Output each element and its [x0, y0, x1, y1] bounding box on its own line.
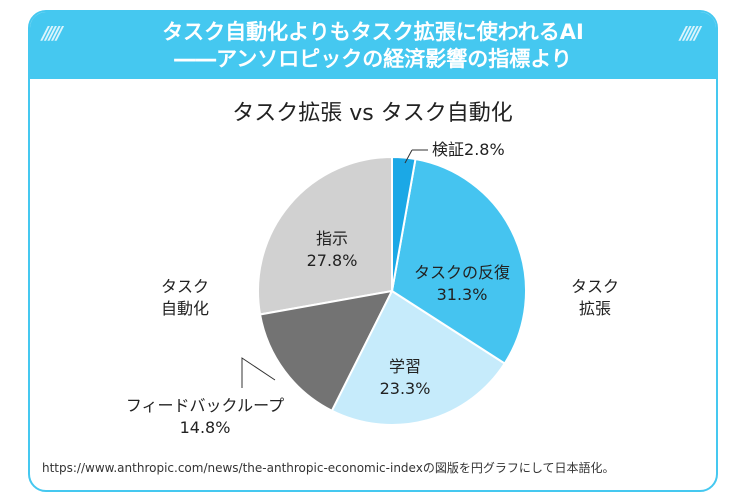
pie-slice-2: [330, 289, 507, 426]
source-note: https://www.anthropic.com/news/the-anthr…: [42, 461, 615, 475]
slash-decoration-right: /////: [680, 23, 701, 44]
pie-slice-0: [391, 155, 417, 292]
pie-slice-1: [390, 157, 527, 365]
slice-label-verification: 検証2.8%: [432, 140, 505, 159]
slice-label-instruction: 指示 27.8%: [306, 229, 358, 270]
leader-line-verification: [404, 149, 413, 164]
group-label-augmentation: タスク 拡張: [570, 277, 619, 318]
slice-label-feedback: フィードバックループ 14.8%: [125, 396, 285, 437]
header-title-line2: ――アンソロピックの経済影響の指標より: [174, 47, 572, 71]
pie-slice-4: [257, 155, 393, 316]
chart-title: タスク拡張 vs タスク自動化: [232, 101, 513, 126]
header: タスク自動化よりもタスク拡張に使われるAI ――アンソロピックの経済影響の指標よ…: [30, 12, 716, 79]
leader-line-feedback: [241, 357, 276, 388]
slice-label-repetition: タスクの反復 31.3%: [413, 263, 510, 304]
slash-decoration-left: /////: [42, 23, 63, 44]
slice-label-learning: 学習 23.3%: [379, 357, 431, 398]
group-label-automation: タスク 自動化: [160, 277, 209, 318]
pie-slice-3: [258, 289, 394, 413]
header-title-line1: タスク自動化よりもタスク拡張に使われるAI: [162, 20, 584, 44]
